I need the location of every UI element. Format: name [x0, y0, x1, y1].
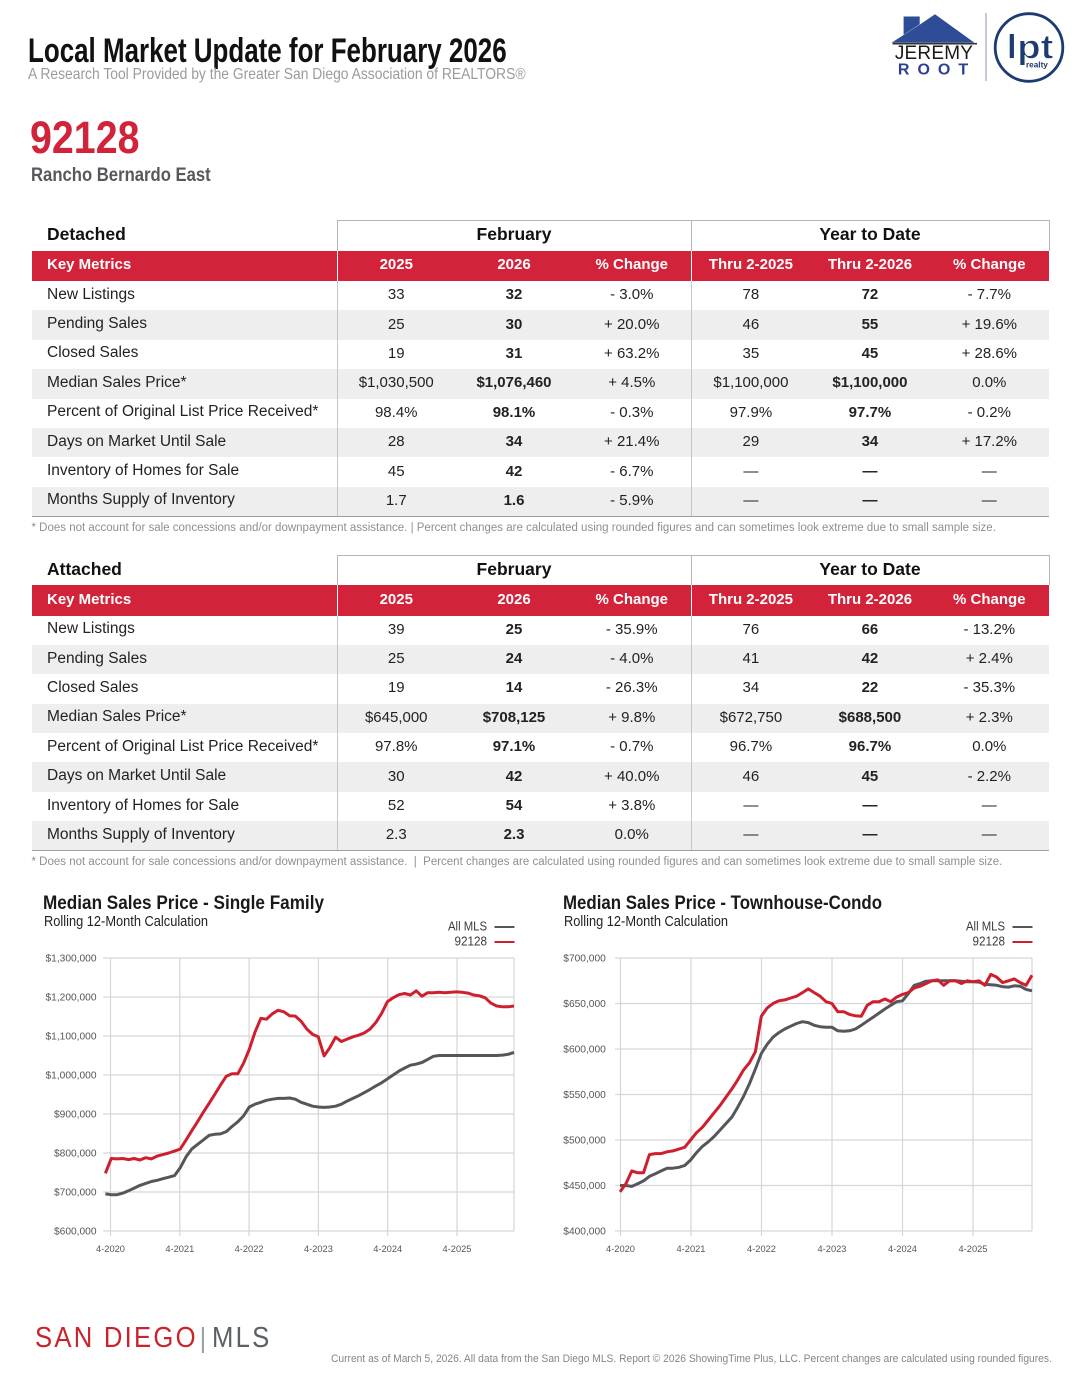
svg-text:4-2024: 4-2024: [888, 1244, 917, 1254]
svg-text:$900,000: $900,000: [54, 1110, 97, 1121]
svg-text:4-2022: 4-2022: [235, 1244, 264, 1254]
svg-text:$1,000,000: $1,000,000: [46, 1071, 97, 1082]
svg-text:$1,100,000: $1,100,000: [46, 1032, 97, 1043]
svg-text:$550,000: $550,000: [563, 1090, 606, 1101]
svg-text:4-2023: 4-2023: [304, 1244, 333, 1254]
svg-text:JEREMY: JEREMY: [895, 43, 973, 64]
svg-text:$450,000: $450,000: [563, 1181, 606, 1192]
svg-text:4-2021: 4-2021: [165, 1244, 194, 1254]
svg-text:4-2021: 4-2021: [677, 1244, 706, 1254]
svg-text:$650,000: $650,000: [563, 999, 606, 1010]
svg-text:92128: 92128: [455, 934, 488, 949]
svg-text:$600,000: $600,000: [563, 1045, 606, 1056]
svg-text:Rolling 12-Month Calculation: Rolling 12-Month Calculation: [44, 913, 208, 930]
svg-text:lpt: lpt: [1007, 29, 1054, 67]
svg-text:4-2023: 4-2023: [818, 1244, 847, 1254]
svg-text:4-2025: 4-2025: [959, 1244, 988, 1254]
svg-text:Median Sales Price - Single Fa: Median Sales Price - Single Family: [43, 893, 324, 914]
svg-text:All MLS: All MLS: [966, 918, 1005, 933]
svg-text:ROOT: ROOT: [898, 62, 976, 79]
svg-text:4-2022: 4-2022: [747, 1244, 776, 1254]
svg-text:$400,000: $400,000: [563, 1227, 606, 1238]
svg-text:$500,000: $500,000: [563, 1136, 606, 1147]
svg-text:4-2025: 4-2025: [443, 1244, 472, 1254]
svg-text:$1,200,000: $1,200,000: [46, 993, 97, 1004]
svg-text:All MLS: All MLS: [448, 918, 487, 933]
svg-text:$1,300,000: $1,300,000: [46, 954, 97, 965]
svg-text:$700,000: $700,000: [563, 954, 606, 965]
svg-text:$700,000: $700,000: [54, 1188, 97, 1199]
svg-text:Median Sales Price - Townhouse: Median Sales Price - Townhouse-Condo: [563, 893, 882, 914]
svg-text:$800,000: $800,000: [54, 1149, 97, 1160]
svg-text:realty: realty: [1026, 61, 1048, 70]
svg-text:lpt: lpt: [1007, 29, 1054, 67]
svg-text:92128: 92128: [973, 934, 1006, 949]
svg-text:4-2020: 4-2020: [96, 1244, 125, 1254]
svg-text:Rolling 12-Month Calculation: Rolling 12-Month Calculation: [564, 913, 728, 930]
svg-text:$600,000: $600,000: [54, 1227, 97, 1238]
svg-text:4-2024: 4-2024: [373, 1244, 402, 1254]
svg-text:4-2020: 4-2020: [606, 1244, 635, 1254]
